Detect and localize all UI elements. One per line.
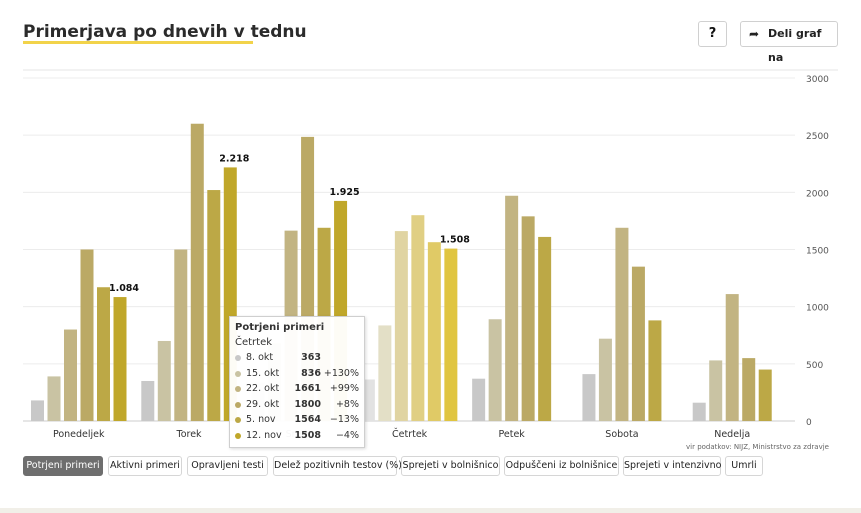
- legend-dot: [235, 370, 241, 377]
- legend-dot: [235, 355, 241, 361]
- tab-umrli[interactable]: Umrli: [725, 456, 763, 476]
- bar[interactable]: [488, 319, 502, 421]
- tooltip-value: 363: [301, 352, 321, 363]
- bar[interactable]: [742, 358, 756, 421]
- data-source: vir podatkov: NIJZ, Ministrstvo za zdrav…: [686, 443, 829, 451]
- help-button[interactable]: ?: [698, 21, 727, 47]
- tooltip-change: −13%: [329, 414, 359, 426]
- bar[interactable]: [538, 236, 552, 421]
- tooltip-date: 29. okt: [246, 398, 280, 410]
- tooltip-row: 22. okt 1661 +99%: [235, 383, 361, 397]
- legend-dot: [235, 386, 241, 393]
- bar[interactable]: [361, 379, 375, 421]
- bar[interactable]: [692, 402, 706, 421]
- tooltip-date: 15. okt: [246, 367, 280, 379]
- tooltip-date: 12. nov: [246, 430, 282, 441]
- bar[interactable]: [505, 195, 519, 421]
- x-tick-label: Petek: [498, 429, 525, 440]
- bar[interactable]: [615, 227, 629, 421]
- tooltip-row: 12. nov 1508 −4%: [235, 430, 361, 444]
- bar[interactable]: [758, 369, 772, 421]
- bar[interactable]: [174, 249, 188, 422]
- y-tick-label: 2000: [806, 189, 829, 199]
- data-label: 1.508: [440, 235, 470, 246]
- chart-tooltip: Potrjeni primeri Četrtek 8. okt 363 15. ok…: [229, 316, 365, 448]
- data-label: 1.084: [109, 283, 139, 294]
- tab-opravljeni-testi[interactable]: Opravljeni testi: [187, 456, 268, 476]
- y-tick-label: 0: [806, 418, 812, 428]
- bar[interactable]: [207, 190, 221, 421]
- tooltip-value: 836: [301, 367, 321, 379]
- bar[interactable]: [709, 360, 723, 421]
- bar[interactable]: [64, 329, 77, 421]
- chart-title: Primerjava po dnevih v tednu: [23, 22, 307, 42]
- tab-potrjeni-primeri[interactable]: Potrjeni primeri: [23, 456, 103, 476]
- bar[interactable]: [157, 340, 171, 421]
- tooltip-date: 22. okt: [246, 383, 280, 395]
- bar[interactable]: [631, 266, 645, 421]
- share-arrow-icon: ➦: [749, 27, 760, 41]
- x-tick-label: Nedelja: [714, 429, 750, 440]
- tooltip-title: Potrjeni primeri: [235, 322, 325, 333]
- x-tick-label: Sobota: [605, 429, 638, 440]
- tooltip-row: 15. okt 836 +130%: [235, 368, 361, 382]
- bar[interactable]: [725, 294, 739, 421]
- bar[interactable]: [648, 320, 662, 421]
- tooltip-value: 1508: [294, 430, 321, 441]
- legend-dot: [235, 401, 241, 408]
- y-tick-label: 1500: [806, 247, 829, 257]
- bar[interactable]: [598, 338, 612, 421]
- x-tick-label: Torek: [176, 429, 203, 440]
- y-tick-label: 3000: [806, 75, 829, 85]
- bar[interactable]: [80, 249, 94, 422]
- bar[interactable]: [444, 248, 458, 421]
- y-tick-label: 1000: [806, 304, 829, 314]
- bar[interactable]: [190, 123, 204, 421]
- bottom-divider: [0, 508, 861, 513]
- tooltip-row: 29. okt 1800 +8%: [235, 399, 361, 413]
- tooltip-change: +99%: [329, 383, 359, 395]
- y-tick-label: 500: [806, 361, 823, 371]
- tooltip-date: 5. nov: [246, 414, 276, 426]
- tooltip-row: 5. nov 1564 −13%: [235, 414, 361, 428]
- tab-sprejeti-v-bolnisnico[interactable]: Sprejeti v bolnišnico: [401, 456, 500, 476]
- tab-sprejeti-v-intenzivno[interactable]: Sprejeti v intenzivno: [623, 456, 721, 476]
- y-tick-label: 2500: [806, 132, 829, 142]
- legend-dot: [235, 417, 241, 424]
- title-underline: [23, 41, 253, 44]
- data-label: 1.925: [330, 187, 360, 198]
- legend-dot: [235, 433, 241, 439]
- tooltip-row: 8. okt 363: [235, 352, 361, 366]
- bar[interactable]: [47, 376, 61, 421]
- bar[interactable]: [394, 231, 408, 421]
- tooltip-value: 1800: [294, 398, 321, 410]
- share-button-label: Deli graf na: [768, 27, 822, 64]
- tab-aktivni-primeri[interactable]: Aktivni primeri: [108, 456, 182, 476]
- x-tick-label: Ponedeljek: [53, 429, 105, 440]
- share-button[interactable]: ➦ Deli graf na: [740, 21, 838, 64]
- bar[interactable]: [97, 287, 110, 421]
- bar[interactable]: [113, 297, 127, 421]
- tooltip-change: +130%: [323, 367, 359, 379]
- bar[interactable]: [31, 400, 44, 421]
- tooltip-day: Četrtek: [235, 337, 273, 348]
- bar[interactable]: [141, 380, 155, 421]
- tooltip-change: −4%: [335, 430, 359, 441]
- data-label: 2.218: [219, 153, 249, 164]
- bar[interactable]: [521, 216, 535, 421]
- bar[interactable]: [427, 242, 441, 421]
- tooltip-change: +8%: [335, 398, 359, 410]
- x-tick-label: Četrtek: [392, 428, 428, 440]
- tooltip-value: 1564: [294, 414, 321, 426]
- bar[interactable]: [411, 215, 425, 421]
- bar[interactable]: [378, 325, 392, 421]
- tab-odpusceni-iz-bolnisnice[interactable]: Odpuščeni iz bolnišnice: [504, 456, 619, 476]
- bar[interactable]: [582, 374, 596, 421]
- tooltip-value: 1661: [294, 383, 321, 395]
- tooltip-date: 8. okt: [246, 352, 274, 363]
- tab-delez-pozitivnih[interactable]: Delež pozitivnih testov (%): [273, 456, 402, 476]
- bar[interactable]: [472, 378, 486, 421]
